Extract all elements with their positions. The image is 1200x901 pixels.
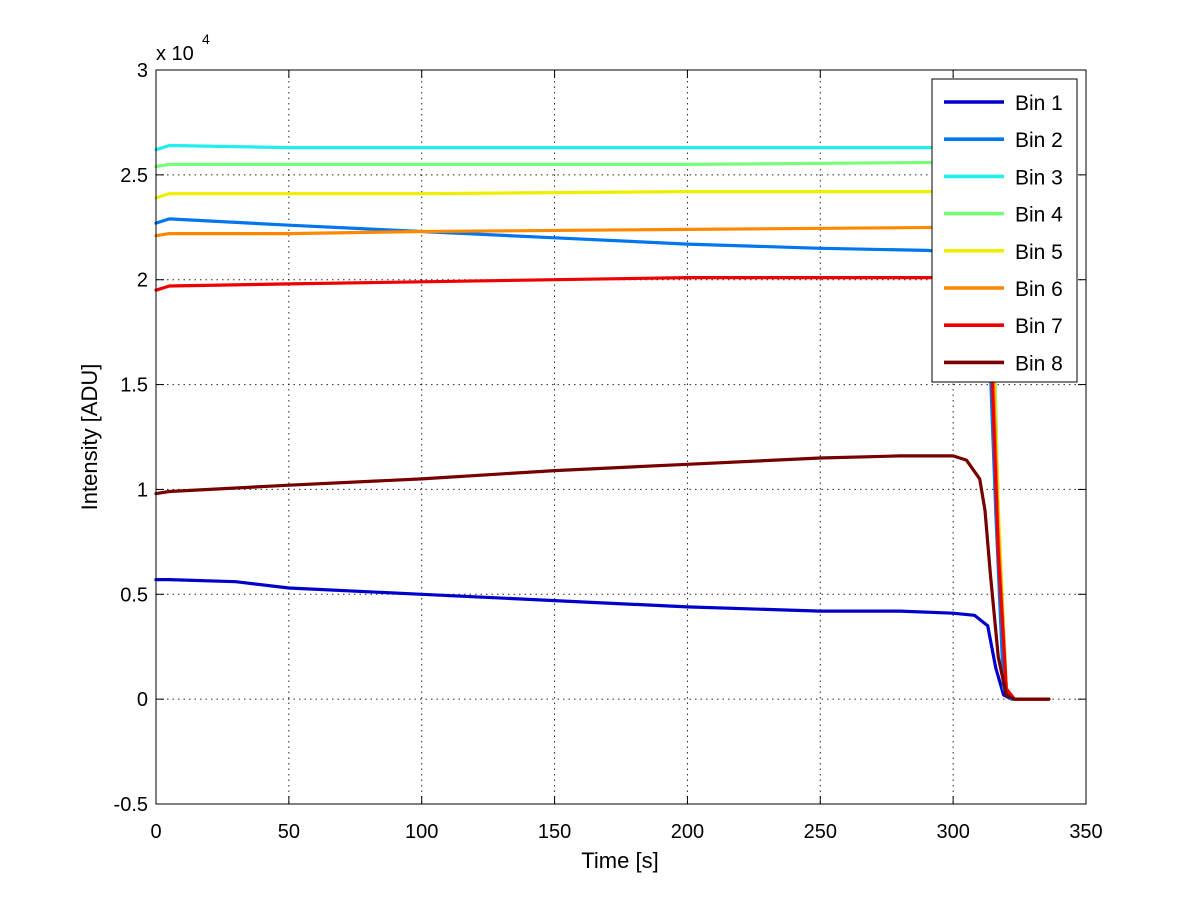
legend-label: Bin 6 xyxy=(1015,278,1063,301)
y-tick-label: 2.5 xyxy=(120,165,148,187)
x-tick-label: 250 xyxy=(804,821,837,843)
legend-item: Bin 5 xyxy=(944,241,1063,264)
series-line-bin-7 xyxy=(154,276,1051,701)
legend-label: Bin 8 xyxy=(1015,352,1063,375)
y-multiplier: x 10 4 xyxy=(156,31,210,65)
legend-item: Bin 8 xyxy=(944,352,1063,375)
x-tick-label: 300 xyxy=(936,821,969,843)
y-tick-label: 0 xyxy=(137,689,148,711)
legend-item: Bin 1 xyxy=(944,92,1063,115)
x-tick-label: 100 xyxy=(405,821,438,843)
legend-label: Bin 1 xyxy=(1015,92,1063,115)
legend-item: Bin 2 xyxy=(944,129,1063,152)
series-line-bin-2 xyxy=(154,217,1051,701)
y-axis-title: Intensity [ADU] xyxy=(77,364,102,511)
x-tick-label: 150 xyxy=(538,821,571,843)
x-tick-label: 0 xyxy=(150,821,161,843)
y-tick-label: 0.5 xyxy=(120,584,148,606)
legend: Bin 1 Bin 2 Bin 3 Bin 4 Bin 5 Bin 6 Bin 7 Bin 8 xyxy=(931,78,1078,383)
legend-item: Bin 4 xyxy=(944,204,1063,227)
x-tick-label: 350 xyxy=(1069,821,1102,843)
series-line-bin-1 xyxy=(154,577,1051,701)
y-multiplier-label: x 10 xyxy=(156,43,194,65)
legend-box xyxy=(931,78,1078,383)
y-tick-label: -0.5 xyxy=(114,794,148,816)
legend-item: Bin 3 xyxy=(944,166,1063,189)
axis-ticks xyxy=(155,69,1087,805)
y-multiplier-exponent: 4 xyxy=(202,31,210,47)
legend-label: Bin 2 xyxy=(1015,129,1063,152)
legend-item: Bin 6 xyxy=(944,278,1063,301)
y-tick-label: 1 xyxy=(137,479,148,501)
y-tick-label: 1.5 xyxy=(120,375,148,397)
x-tick-label: 200 xyxy=(671,821,704,843)
series-line-bin-8 xyxy=(154,454,1051,701)
legend-label: Bin 7 xyxy=(1015,315,1063,338)
x-tick-label: 50 xyxy=(278,821,300,843)
legend-label: Bin 4 xyxy=(1015,204,1063,227)
y-tick-label: 2 xyxy=(137,270,148,292)
plot-frame xyxy=(155,69,1087,805)
x-axis-title: Time [s] xyxy=(581,848,658,873)
legend-label: Bin 3 xyxy=(1015,166,1063,189)
legend-label: Bin 5 xyxy=(1015,241,1063,264)
y-tick-label: 3 xyxy=(137,60,148,82)
tick-labels: 0 50 100 150 200 250 300 350-0.500.511.522.53 xyxy=(114,60,1103,843)
legend-item: Bin 7 xyxy=(944,315,1063,338)
